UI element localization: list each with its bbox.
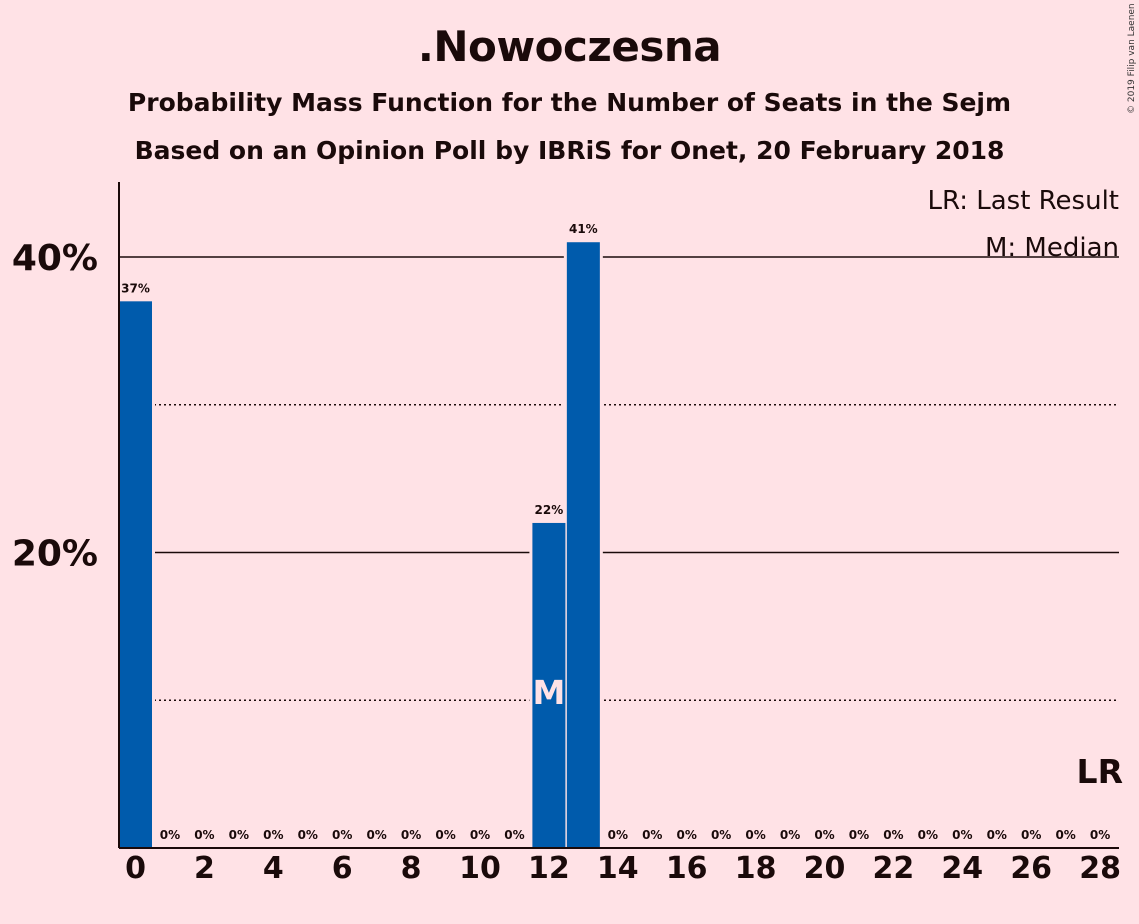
- x-tick-label-4: 4: [263, 851, 284, 886]
- value-label-seat-21: 0%: [849, 828, 869, 842]
- value-label-seat-6: 0%: [332, 828, 352, 842]
- x-tick-label-22: 22: [873, 851, 915, 886]
- x-tick-label-14: 14: [597, 851, 639, 886]
- chart-title: .Nowoczesna: [417, 22, 722, 71]
- value-label-seat-17: 0%: [711, 828, 731, 842]
- x-tick-label-6: 6: [332, 851, 353, 886]
- value-label-seat-10: 0%: [470, 828, 490, 842]
- x-tick-label-24: 24: [941, 851, 983, 886]
- value-label-seat-15: 0%: [642, 828, 662, 842]
- value-label-seat-19: 0%: [780, 828, 800, 842]
- y-tick-label-20: 20%: [12, 534, 98, 575]
- value-label-seat-9: 0%: [435, 828, 455, 842]
- legend-median: M: Median: [985, 233, 1119, 263]
- value-label-seat-25: 0%: [987, 828, 1007, 842]
- chart-subtitle: Probability Mass Function for the Number…: [127, 88, 1012, 117]
- value-label-seat-22: 0%: [883, 828, 903, 842]
- value-label-seat-26: 0%: [1021, 828, 1041, 842]
- value-label-seat-11: 0%: [504, 828, 524, 842]
- x-tick-label-10: 10: [459, 851, 501, 886]
- value-label-seat-8: 0%: [401, 828, 421, 842]
- value-label-seat-3: 0%: [229, 828, 249, 842]
- x-tick-label-18: 18: [735, 851, 777, 886]
- x-tick-label-2: 2: [194, 851, 215, 886]
- value-label-seat-20: 0%: [814, 828, 834, 842]
- value-label-seat-27: 0%: [1055, 828, 1075, 842]
- value-label-seat-28: 0%: [1090, 828, 1110, 842]
- value-label-seat-5: 0%: [298, 828, 318, 842]
- value-label-seat-12: 22%: [535, 503, 564, 517]
- value-label-seat-7: 0%: [366, 828, 386, 842]
- value-label-seat-18: 0%: [745, 828, 765, 842]
- value-label-seat-14: 0%: [608, 828, 628, 842]
- last-result-marker: LR: [1077, 752, 1123, 791]
- value-label-seat-4: 0%: [263, 828, 283, 842]
- chart-subtitle-2: Based on an Opinion Poll by IBRiS for On…: [134, 136, 1005, 165]
- x-tick-label-8: 8: [401, 851, 422, 886]
- legend-last-result: LR: Last Result: [927, 186, 1119, 216]
- value-label-seat-13: 41%: [569, 222, 598, 236]
- x-tick-label-0: 0: [125, 851, 146, 886]
- x-tick-label-28: 28: [1079, 851, 1121, 886]
- value-label-seat-0: 37%: [121, 281, 150, 295]
- x-tick-label-16: 16: [666, 851, 708, 886]
- value-label-seat-16: 0%: [677, 828, 697, 842]
- bar-seat-0: [119, 301, 152, 848]
- value-label-seat-24: 0%: [952, 828, 972, 842]
- median-marker: M: [532, 673, 565, 712]
- y-tick-label-40: 40%: [12, 238, 98, 279]
- value-label-seat-2: 0%: [194, 828, 214, 842]
- x-tick-label-20: 20: [804, 851, 846, 886]
- bar-seat-13: [566, 242, 600, 849]
- value-label-seat-1: 0%: [160, 828, 180, 842]
- value-label-seat-23: 0%: [918, 828, 938, 842]
- x-tick-label-12: 12: [528, 851, 570, 886]
- bar-seat-12: [532, 522, 566, 848]
- x-tick-label-26: 26: [1010, 851, 1052, 886]
